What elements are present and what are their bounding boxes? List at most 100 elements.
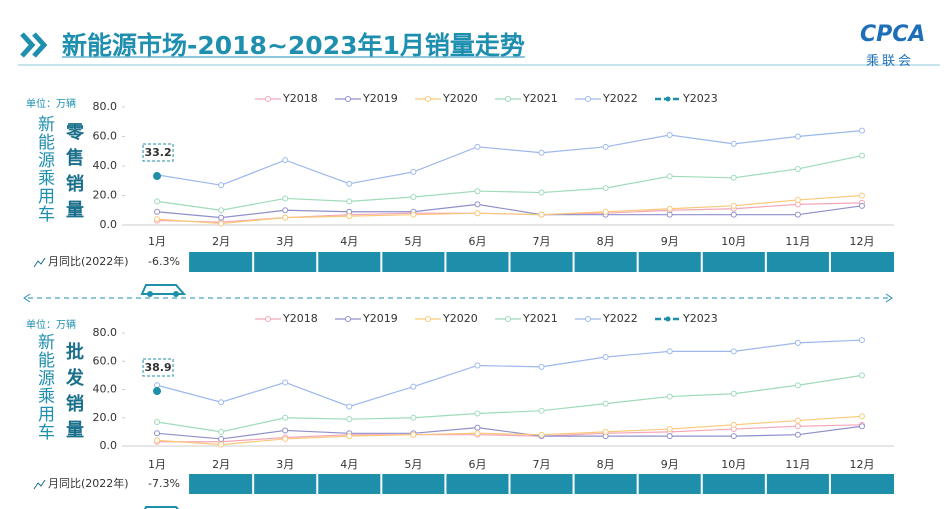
x-tick-label: 11月 [785,235,810,248]
point [858,337,865,344]
point [474,410,481,417]
legend-swatch [345,96,351,102]
series-line [156,425,863,440]
point [153,387,162,396]
x-tick-label: 10月 [721,235,746,248]
point [474,430,481,437]
point [666,132,673,139]
x-tick-label: 1月 [148,458,166,471]
point [346,403,353,410]
car-wheel [173,291,179,297]
point [858,152,865,159]
x-tick-label: 3月 [276,235,294,248]
point [346,416,353,423]
legend-swatch [505,96,511,102]
point [346,198,353,205]
point [282,435,289,442]
point [602,185,609,192]
series-line [157,424,862,443]
legend-swatch [265,316,271,322]
point [602,143,609,150]
x-tick-label: 6月 [468,458,486,471]
point [218,441,225,448]
point [346,433,353,440]
unit: 单位：万辆 [26,320,76,331]
point [730,211,737,218]
point [218,182,225,189]
point [730,140,737,147]
point [346,180,353,187]
legend-swatch [505,316,511,322]
title: 新能源市场-2018~2023年1月销量走势 [62,31,525,60]
y-tick-label: 0.0 [100,439,118,452]
x-tick-label: 12月 [849,235,874,248]
x-tick-label: 12月 [849,458,874,471]
point [154,430,161,437]
point [858,192,865,199]
y-tick-label: 60.0 [93,354,118,367]
point [218,399,225,406]
point [153,172,162,181]
y-tick-label: 20.0 [93,411,118,424]
point [410,431,417,438]
point [282,157,289,164]
point [474,143,481,150]
point [218,428,225,435]
point [794,196,801,203]
point [538,149,545,156]
point [730,390,737,397]
value-label-box [142,358,174,377]
point [858,372,865,379]
x-tick-label: 7月 [533,235,551,248]
point [154,198,161,205]
yoy-icon [33,479,46,490]
point [794,423,801,430]
x-tick-label: 8月 [597,458,615,471]
point [218,435,225,442]
x-tick-label: 8月 [597,235,615,248]
point [858,127,865,134]
car-icon [140,284,187,295]
series-line [157,194,862,225]
point [346,213,353,220]
series-line [156,203,863,219]
y-tick-label: 40.0 [93,383,118,396]
point [666,173,673,180]
point [730,174,737,181]
legend-swatch [585,96,591,102]
x-tick-label: 2月 [212,235,230,248]
legend-label: Y2023 [682,92,718,105]
point [218,220,225,227]
yoy-bar [189,474,895,494]
x-tick-label: 3月 [276,458,294,471]
legend-label: Y2019 [362,312,398,325]
yoy-value: -7.3% [148,477,180,490]
point [666,205,673,212]
point [282,207,289,214]
logo-subtitle: 乘联会 [866,54,915,69]
point [730,202,737,209]
point [282,427,289,434]
point [602,354,609,361]
series-line [156,155,863,211]
point [794,431,801,438]
point [666,433,673,440]
yoy-icon [33,257,46,268]
point [154,382,161,389]
legend-label: Y2021 [522,92,558,105]
x-tick-label: 1月 [148,235,166,248]
point [410,414,417,421]
car-wheel [147,291,153,297]
point [154,216,161,223]
y-tick-label: 60.0 [93,130,118,143]
point [474,424,481,431]
x-tick-label: 6月 [468,235,486,248]
value-label: 38.9 [144,361,171,374]
point [602,400,609,407]
point [858,423,865,430]
point [666,426,673,433]
yoy-value: -6.3% [148,255,180,268]
point [538,211,545,218]
point [282,414,289,421]
point [538,431,545,438]
